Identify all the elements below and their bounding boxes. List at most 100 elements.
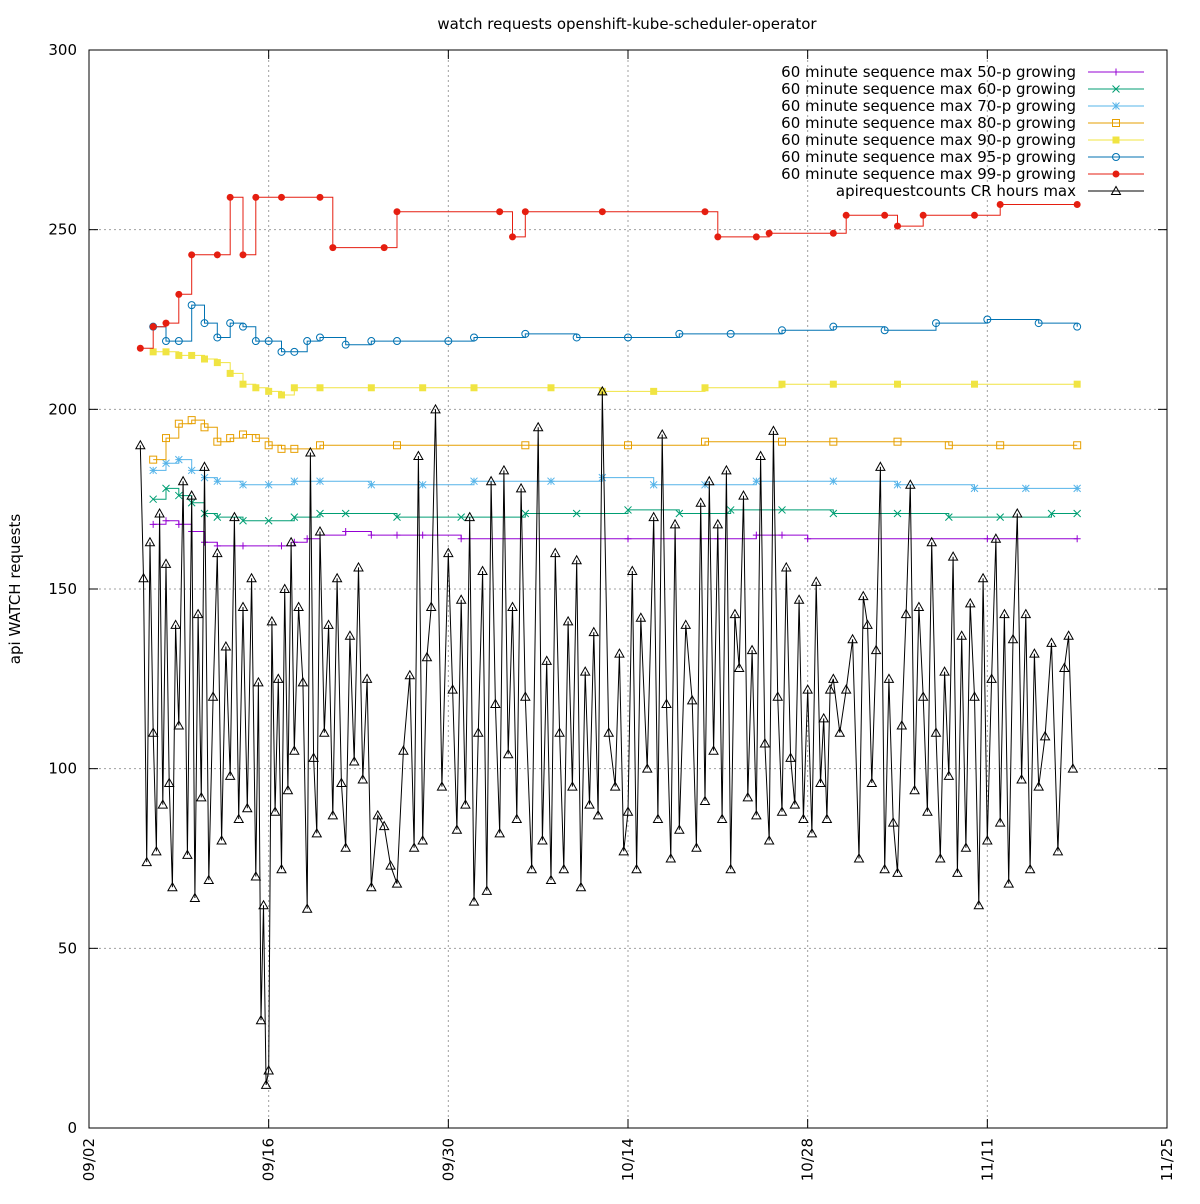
data-point: [866, 777, 878, 788]
data-point: [893, 437, 902, 446]
data-point: [182, 849, 193, 859]
data-point: [255, 1014, 267, 1025]
data-point: [567, 781, 578, 791]
data-point: [162, 459, 170, 468]
data-point: [481, 885, 493, 895]
data-point: [318, 727, 330, 737]
data-point: [447, 684, 458, 694]
data-point: [258, 899, 269, 910]
data-point: [477, 565, 488, 576]
legend-entry: 60 minute sequence max 90-p growing: [781, 131, 1144, 149]
data-point: [810, 576, 822, 586]
data-point: [163, 777, 175, 788]
data-point: [361, 673, 373, 683]
data-point: [572, 333, 581, 342]
data-point: [913, 601, 925, 611]
series-4: [149, 348, 1081, 399]
data-point: [173, 720, 185, 730]
data-point: [829, 380, 837, 388]
data-point: [507, 601, 518, 611]
data-point: [213, 251, 221, 259]
data-point: [251, 434, 260, 443]
data-point: [329, 244, 337, 252]
data-point: [498, 464, 510, 475]
data-point: [323, 619, 334, 629]
data-point: [673, 824, 685, 834]
data-point: [971, 380, 978, 388]
data-point: [502, 748, 514, 759]
data-point: [174, 455, 183, 464]
data-point: [1073, 535, 1081, 543]
data-point: [293, 601, 304, 611]
data-point: [470, 333, 478, 342]
data-point: [652, 813, 664, 823]
data-point: [752, 233, 760, 241]
data-point: [798, 813, 809, 823]
data-point: [195, 791, 207, 802]
data-point: [436, 781, 448, 791]
data-point: [418, 480, 427, 489]
data-point: [239, 516, 247, 525]
data-point: [460, 799, 471, 809]
data-point: [943, 770, 955, 780]
data-point: [847, 633, 858, 644]
data-point: [1112, 119, 1120, 127]
data-point: [1039, 730, 1051, 741]
data-point: [393, 208, 401, 216]
data-point: [1112, 68, 1120, 76]
data-point: [239, 542, 247, 550]
data-point: [562, 615, 574, 626]
data-point: [789, 799, 801, 809]
data-point: [365, 881, 377, 892]
data-point: [656, 428, 668, 439]
data-point: [541, 655, 553, 665]
data-point: [883, 673, 895, 683]
data-point: [893, 509, 902, 518]
data-point: [224, 770, 236, 780]
data-point: [162, 319, 170, 327]
data-point: [875, 461, 886, 471]
data-point: [175, 520, 183, 528]
data-point: [341, 340, 350, 349]
legend-label: apirequestcounts CR hours max: [836, 182, 1076, 200]
data-point: [815, 777, 826, 788]
data-point: [372, 809, 384, 820]
data-point: [778, 437, 786, 446]
data-point: [213, 477, 222, 486]
data-point: [944, 513, 953, 521]
data-point: [579, 666, 591, 676]
data-point: [558, 863, 570, 874]
data-point: [996, 201, 1004, 209]
data-point: [151, 845, 162, 856]
data-point: [147, 727, 159, 737]
data-point: [986, 673, 997, 683]
legend-entry: 60 minute sequence max 80-p growing: [781, 114, 1144, 132]
data-point: [1034, 319, 1043, 328]
data-point: [922, 806, 933, 816]
data-point: [1016, 773, 1027, 784]
data-point: [136, 344, 144, 352]
data-point: [746, 644, 758, 655]
data-point: [250, 870, 262, 881]
series-line: [139, 391, 1074, 1085]
data-point: [944, 441, 953, 450]
data-point: [1063, 630, 1074, 640]
data-point: [442, 547, 454, 558]
data-point: [1112, 153, 1120, 161]
data-point: [778, 326, 786, 335]
data-point: [793, 594, 805, 604]
data-point: [598, 208, 606, 216]
data-point: [1073, 509, 1082, 518]
data-point: [821, 813, 833, 823]
data-point: [641, 763, 653, 773]
data-point: [451, 824, 463, 834]
data-point: [421, 651, 433, 662]
data-point: [211, 547, 223, 558]
data-point: [239, 430, 247, 439]
data-point: [380, 244, 388, 252]
data-point: [829, 477, 838, 486]
data-point: [759, 737, 771, 748]
data-point: [264, 516, 273, 525]
data-point: [138, 572, 149, 583]
